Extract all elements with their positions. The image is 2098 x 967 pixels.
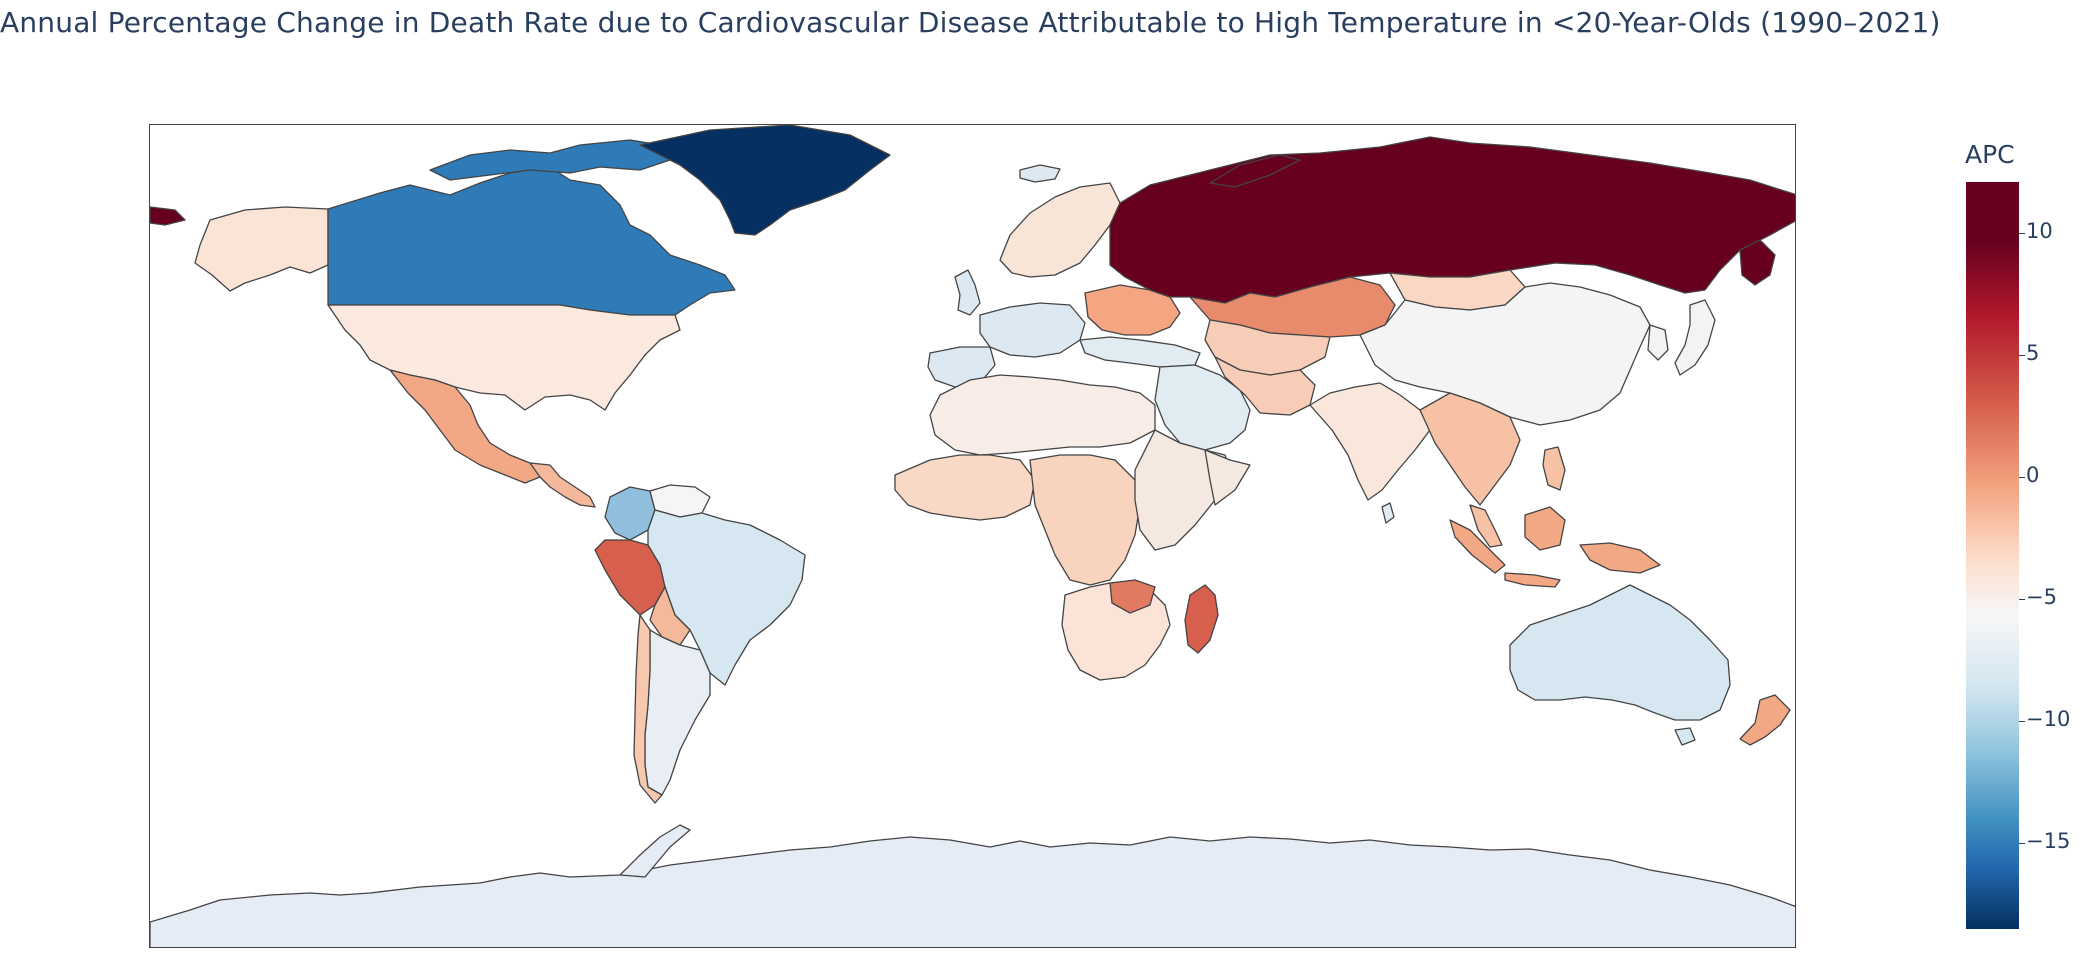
region-scandinavia[interactable] bbox=[999, 182, 1121, 278]
region-southeast-asia[interactable] bbox=[1419, 392, 1521, 506]
region-indonesia-java[interactable] bbox=[1504, 572, 1561, 588]
colorbar-tick-label: −5 bbox=[2026, 585, 2057, 609]
region-antarctica[interactable] bbox=[150, 836, 1796, 948]
colorbar-tick-mark bbox=[2019, 599, 2025, 600]
region-russia-kamchatka[interactable] bbox=[1739, 239, 1776, 286]
region-central-america[interactable] bbox=[529, 462, 596, 508]
region-north-africa[interactable] bbox=[929, 374, 1156, 456]
colorbar-tick-label: 5 bbox=[2026, 341, 2040, 365]
region-uk[interactable] bbox=[954, 269, 981, 316]
region-horn-africa[interactable] bbox=[1204, 449, 1251, 506]
colorbar-tick-mark bbox=[2019, 233, 2025, 234]
region-middle-east[interactable] bbox=[1154, 364, 1251, 451]
colorbar-tick-mark bbox=[2019, 355, 2025, 356]
region-new-zealand[interactable] bbox=[1739, 694, 1791, 746]
region-zimbabwe[interactable] bbox=[1109, 579, 1156, 614]
colorbar-tick-label: −15 bbox=[2026, 829, 2071, 853]
colorbar-tick-mark bbox=[2019, 721, 2025, 722]
region-chile[interactable] bbox=[633, 614, 663, 804]
region-japan[interactable] bbox=[1674, 299, 1716, 376]
region-philippines[interactable] bbox=[1542, 446, 1566, 491]
region-eastern-europe[interactable] bbox=[1084, 284, 1181, 336]
region-tasmania[interactable] bbox=[1674, 727, 1696, 746]
region-indonesia-borneo[interactable] bbox=[1524, 506, 1566, 551]
region-india[interactable] bbox=[1309, 382, 1431, 501]
colorbar-title: APC bbox=[1965, 140, 2015, 169]
region-iceland[interactable] bbox=[1019, 164, 1061, 183]
region-antarctic-peninsula[interactable] bbox=[619, 824, 691, 878]
colorbar-tick-label: 10 bbox=[2026, 219, 2053, 243]
region-korea[interactable] bbox=[1647, 324, 1669, 361]
choropleth-map[interactable] bbox=[149, 124, 1796, 948]
region-greenland[interactable] bbox=[639, 125, 891, 236]
colorbar-tick-mark bbox=[2019, 843, 2025, 844]
colorbar-tick-mark bbox=[2019, 477, 2025, 478]
region-central-asia[interactable] bbox=[1204, 319, 1331, 376]
chart-title: Annual Percentage Change in Death Rate d… bbox=[0, 6, 1941, 39]
region-russia-arctic-islands[interactable] bbox=[1209, 154, 1301, 188]
region-sri-lanka[interactable] bbox=[1381, 502, 1395, 524]
region-brazil[interactable] bbox=[647, 509, 806, 686]
region-canada[interactable] bbox=[327, 166, 736, 316]
region-madagascar[interactable] bbox=[1184, 584, 1219, 654]
colorbar-tick-label: 0 bbox=[2026, 463, 2040, 487]
region-central-africa[interactable] bbox=[1029, 454, 1141, 586]
region-argentina[interactable] bbox=[644, 629, 711, 796]
region-russia-wrap[interactable] bbox=[150, 206, 186, 226]
region-west-africa[interactable] bbox=[894, 454, 1036, 521]
colorbar-tick-label: −10 bbox=[2026, 707, 2071, 731]
region-balkans-turkey[interactable] bbox=[1079, 336, 1201, 368]
region-alaska[interactable] bbox=[194, 206, 329, 292]
region-new-guinea[interactable] bbox=[1579, 542, 1661, 574]
colorbar bbox=[1966, 182, 2019, 929]
region-united-states[interactable] bbox=[327, 304, 681, 411]
region-malaysia[interactable] bbox=[1469, 504, 1503, 548]
region-western-europe[interactable] bbox=[979, 302, 1086, 358]
world-map-svg bbox=[150, 125, 1796, 948]
region-indonesia-sumatra[interactable] bbox=[1449, 519, 1506, 574]
region-australia[interactable] bbox=[1509, 584, 1731, 721]
